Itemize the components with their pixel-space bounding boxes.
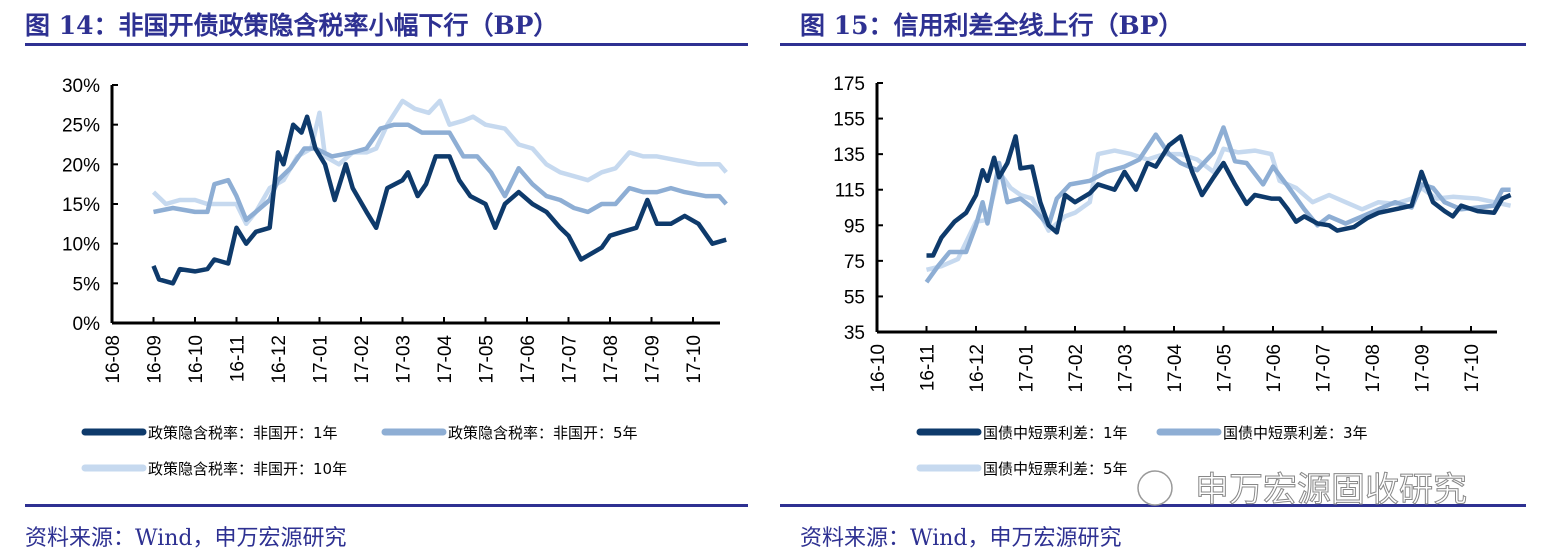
x-tick-label: 17-06 [1264,344,1285,393]
x-tick-label: 17-10 [1462,344,1483,393]
y-tick-label: 0% [73,314,101,335]
chart-title: 图 14：非国开债政策隐含税率小幅下行（BP） [25,11,558,40]
y-tick-label: 135 [833,145,865,166]
x-tick-label: 16-09 [145,335,166,384]
x-tick-label: 16-12 [269,335,290,384]
y-tick-label: 15% [62,195,100,216]
y-tick-label: 175 [833,74,865,95]
watermark: 申万宏源固收研究 [1137,470,1468,511]
y-tick-label: 115 [835,181,865,202]
y-tick-label: 75 [844,252,865,273]
x-tick-label: 16-10 [868,344,889,393]
watermark-text: 申万宏源固收研究 [1195,470,1467,510]
y-tick-label: 10% [62,235,100,256]
x-tick-label: 17-03 [1116,344,1137,393]
legend-label: 政策隐含税率：非国开：10年 [148,460,347,478]
y-tick-label: 30% [62,76,100,97]
x-tick-label: 17-08 [601,335,622,384]
x-tick-label: 17-01 [311,335,332,384]
legend-label: 国债中短票利差：3年 [1223,424,1368,442]
x-tick-label: 17-09 [1413,344,1434,393]
title-divider [25,43,748,46]
x-tick-label: 16-11 [228,335,249,382]
x-tick-label: 17-02 [1066,344,1087,393]
x-tick-label: 17-06 [518,335,539,384]
x-tick-label: 17-02 [352,335,373,384]
x-tick-label: 17-09 [643,335,664,384]
y-tick-label: 95 [844,216,865,237]
series-line-3 [151,98,728,227]
x-tick-label: 17-01 [1017,344,1038,393]
chart-panel-14: 图 14：非国开债政策隐含税率小幅下行（BP） 资料来源：Wind，申万宏源研究… [25,11,748,551]
series-line-1 [926,134,1512,258]
series-line-2 [153,122,728,223]
wechat-icon [1137,470,1173,506]
legend-label: 国债中短票利差：5年 [983,460,1128,478]
y-tick-label: 20% [62,155,100,176]
source-note: 资料来源：Wind，申万宏源研究 [25,526,347,551]
x-tick-label: 16-12 [967,344,988,393]
x-tick-label: 17-04 [1165,344,1186,393]
x-tick-label: 17-08 [1363,344,1384,393]
y-tick-label: 35 [844,323,865,344]
y-tick-label: 25% [62,116,100,137]
series-line-1 [151,114,727,286]
y-tick-label: 5% [73,274,101,295]
source-divider [25,504,748,507]
title-divider [780,43,1526,46]
x-tick-label: 17-10 [684,335,705,384]
series-line-3 [925,146,1512,272]
x-tick-label: 17-05 [477,335,498,384]
legend-label: 政策隐含税率：非国开：5年 [448,424,638,442]
x-tick-label: 17-04 [435,335,456,384]
legend-label: 政策隐含税率：非国开：1年 [148,424,338,442]
x-tick-label: 17-05 [1215,344,1236,393]
legend-label: 国债中短票利差：1年 [983,424,1128,442]
x-tick-label: 16-11 [918,344,939,391]
x-tick-label: 17-07 [1314,344,1335,393]
x-tick-label: 16-10 [186,335,207,384]
chart-title: 图 15：信用利差全线上行（BP） [800,11,1183,40]
x-tick-label: 16-08 [103,335,124,384]
x-tick-label: 17-07 [560,335,581,384]
y-tick-label: 55 [844,287,865,308]
chart-panel-15: 图 15：信用利差全线上行（BP） 资料来源：Wind，申万宏源研究 35 55 7… [780,11,1526,551]
series-line-2 [924,125,1511,284]
y-tick-label: 155 [833,110,865,131]
x-tick-label: 17-03 [394,335,415,384]
source-note: 资料来源：Wind，申万宏源研究 [800,526,1122,551]
